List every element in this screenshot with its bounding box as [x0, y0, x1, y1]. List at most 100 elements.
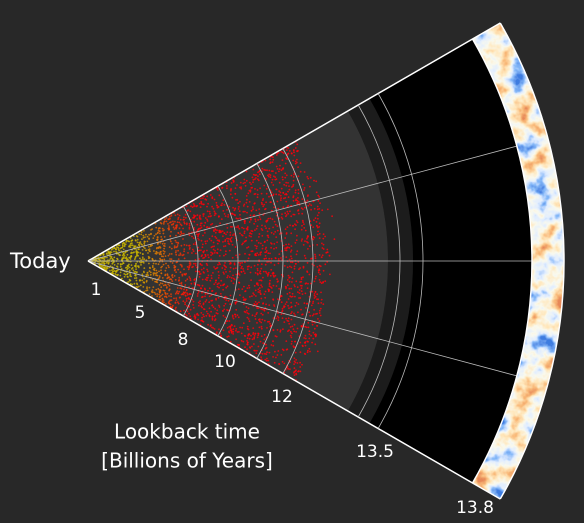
galaxy	[198, 314, 200, 316]
galaxy	[302, 220, 304, 222]
galaxy	[177, 232, 179, 234]
galaxy	[134, 258, 136, 260]
galaxy	[177, 269, 179, 271]
galaxy	[294, 268, 296, 270]
galaxy	[188, 313, 190, 315]
galaxy	[224, 240, 226, 242]
galaxy	[294, 374, 296, 376]
galaxy	[127, 265, 129, 267]
galaxy	[274, 221, 276, 223]
galaxy	[238, 282, 240, 284]
galaxy	[280, 192, 282, 194]
galaxy	[268, 228, 270, 230]
galaxy	[302, 345, 304, 347]
galaxy	[157, 232, 159, 234]
galaxy	[278, 363, 280, 365]
galaxy	[321, 299, 323, 301]
galaxy	[271, 258, 273, 260]
galaxy	[225, 215, 227, 217]
galaxy	[284, 194, 286, 196]
galaxy	[265, 258, 267, 260]
galaxy	[226, 185, 228, 187]
galaxy	[296, 202, 298, 204]
galaxy	[278, 288, 280, 290]
galaxy	[206, 269, 208, 271]
galaxy	[289, 276, 291, 278]
galaxy	[221, 204, 223, 206]
galaxy	[207, 324, 209, 326]
galaxy	[217, 207, 219, 209]
galaxy	[211, 327, 213, 329]
galaxy	[217, 189, 219, 191]
galaxy	[168, 225, 170, 227]
galaxy	[134, 283, 136, 285]
galaxy	[189, 265, 191, 267]
galaxy	[303, 337, 305, 339]
galaxy	[319, 254, 321, 256]
galaxy	[291, 343, 293, 345]
galaxy	[316, 313, 318, 315]
galaxy	[224, 262, 226, 264]
galaxy	[213, 242, 215, 244]
galaxy	[295, 242, 297, 244]
galaxy	[287, 246, 289, 248]
galaxy	[232, 197, 234, 199]
galaxy	[189, 293, 191, 295]
galaxy	[257, 196, 259, 198]
galaxy	[169, 235, 171, 237]
galaxy	[234, 264, 236, 266]
galaxy	[210, 300, 212, 302]
galaxy	[252, 250, 254, 252]
galaxy	[214, 199, 216, 201]
galaxy	[305, 257, 307, 259]
galaxy	[268, 218, 270, 220]
galaxy	[177, 221, 179, 223]
galaxy	[229, 303, 231, 305]
galaxy	[300, 162, 302, 164]
galaxy	[235, 187, 237, 189]
galaxy	[156, 293, 158, 295]
galaxy	[257, 268, 259, 270]
galaxy	[285, 228, 287, 230]
galaxy	[178, 303, 180, 305]
galaxy	[265, 271, 267, 273]
galaxy	[286, 320, 288, 322]
galaxy	[225, 316, 227, 318]
galaxy	[163, 264, 165, 266]
galaxy	[189, 234, 191, 236]
galaxy	[244, 311, 246, 313]
galaxy	[135, 268, 137, 270]
galaxy	[219, 230, 221, 232]
galaxy	[291, 332, 293, 334]
galaxy	[251, 240, 253, 242]
galaxy	[170, 296, 172, 298]
galaxy	[301, 225, 303, 227]
galaxy	[168, 290, 170, 292]
galaxy	[124, 276, 126, 278]
galaxy	[255, 313, 257, 315]
galaxy	[200, 249, 202, 251]
galaxy	[297, 210, 299, 212]
galaxy	[290, 302, 292, 304]
galaxy	[285, 185, 287, 187]
galaxy	[140, 243, 142, 245]
galaxy	[294, 223, 296, 225]
galaxy	[319, 312, 321, 314]
galaxy	[138, 242, 140, 244]
galaxy	[261, 168, 263, 170]
galaxy	[257, 194, 259, 196]
galaxy	[209, 287, 211, 289]
galaxy	[175, 254, 177, 256]
galaxy	[225, 234, 227, 236]
galaxy	[275, 247, 277, 249]
galaxy	[136, 280, 138, 282]
galaxy	[193, 221, 195, 223]
galaxy	[281, 188, 283, 190]
galaxy	[190, 279, 192, 281]
galaxy	[209, 238, 211, 240]
galaxy	[230, 190, 232, 192]
galaxy	[250, 266, 252, 268]
galaxy	[293, 184, 295, 186]
galaxy	[288, 317, 290, 319]
galaxy	[115, 271, 117, 273]
